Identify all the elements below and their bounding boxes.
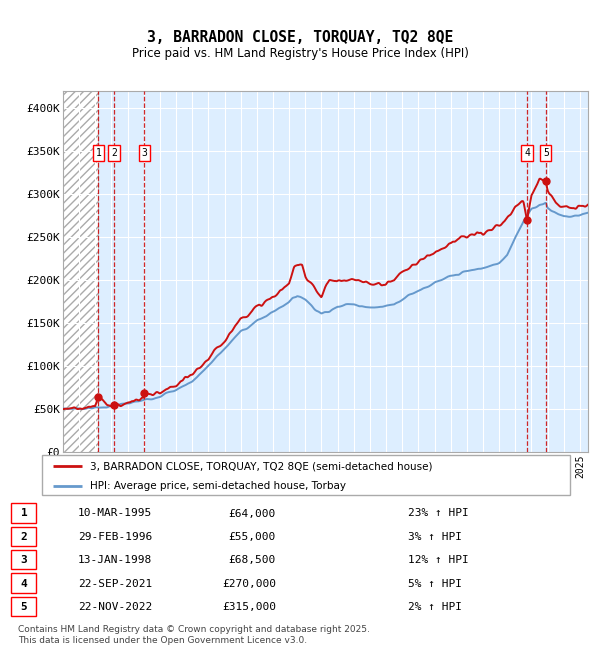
Text: 2: 2 — [111, 148, 117, 158]
Bar — [63, 91, 98, 452]
Text: 4: 4 — [524, 148, 530, 158]
Text: 22-SEP-2021: 22-SEP-2021 — [78, 578, 152, 589]
Text: 4: 4 — [20, 578, 28, 589]
Text: 23% ↑ HPI: 23% ↑ HPI — [408, 508, 469, 519]
Text: 2% ↑ HPI: 2% ↑ HPI — [408, 602, 462, 612]
Text: 5: 5 — [20, 602, 28, 612]
Text: 3, BARRADON CLOSE, TORQUAY, TQ2 8QE: 3, BARRADON CLOSE, TORQUAY, TQ2 8QE — [147, 30, 453, 46]
Text: £55,000: £55,000 — [229, 532, 276, 542]
Text: Price paid vs. HM Land Registry's House Price Index (HPI): Price paid vs. HM Land Registry's House … — [131, 47, 469, 60]
Text: 29-FEB-1996: 29-FEB-1996 — [78, 532, 152, 542]
Text: 5: 5 — [543, 148, 549, 158]
Text: 1: 1 — [20, 508, 28, 519]
Text: 1: 1 — [95, 148, 101, 158]
Text: £68,500: £68,500 — [229, 555, 276, 566]
Text: HPI: Average price, semi-detached house, Torbay: HPI: Average price, semi-detached house,… — [89, 482, 346, 491]
Text: 10-MAR-1995: 10-MAR-1995 — [78, 508, 152, 519]
Text: 3: 3 — [142, 148, 148, 158]
Text: 12% ↑ HPI: 12% ↑ HPI — [408, 555, 469, 566]
Text: £270,000: £270,000 — [222, 578, 276, 589]
Text: £315,000: £315,000 — [222, 602, 276, 612]
Text: 5% ↑ HPI: 5% ↑ HPI — [408, 578, 462, 589]
Text: 3: 3 — [20, 555, 28, 566]
Text: 22-NOV-2022: 22-NOV-2022 — [78, 602, 152, 612]
Text: 2: 2 — [20, 532, 28, 542]
Text: £64,000: £64,000 — [229, 508, 276, 519]
Text: 13-JAN-1998: 13-JAN-1998 — [78, 555, 152, 566]
Text: 3% ↑ HPI: 3% ↑ HPI — [408, 532, 462, 542]
Text: 3, BARRADON CLOSE, TORQUAY, TQ2 8QE (semi-detached house): 3, BARRADON CLOSE, TORQUAY, TQ2 8QE (sem… — [89, 462, 432, 471]
Text: Contains HM Land Registry data © Crown copyright and database right 2025.
This d: Contains HM Land Registry data © Crown c… — [18, 625, 370, 645]
